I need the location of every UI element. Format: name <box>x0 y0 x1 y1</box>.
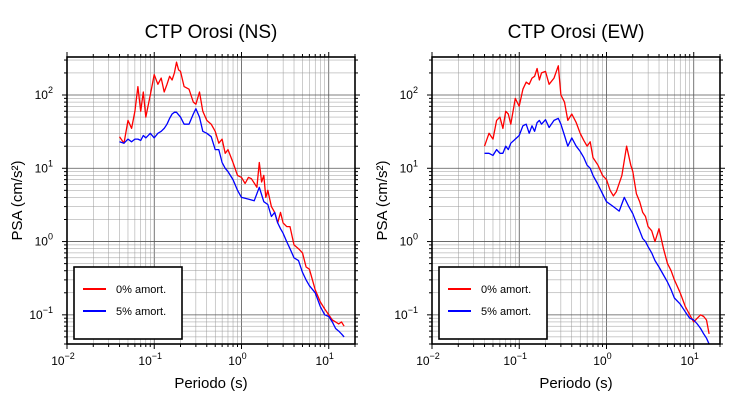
x-axis-label: Periodo (s) <box>539 375 612 392</box>
legend-label: 0% amort. <box>116 284 166 296</box>
y-tick-label: 102 <box>35 85 53 102</box>
legend-box <box>73 266 183 340</box>
x-tick-label: 100 <box>593 351 611 368</box>
y-tick-label: 102 <box>400 85 418 102</box>
series-line-damping-0 <box>118 61 345 327</box>
x-tick-label: 10−1 <box>503 351 527 368</box>
plot-frame <box>431 56 721 345</box>
grid <box>431 57 721 345</box>
y-tick-label: 10−1 <box>394 305 418 322</box>
legend-label: 0% amort. <box>481 284 531 296</box>
x-tick-label: 101 <box>316 351 334 368</box>
y-tick-label: 101 <box>400 158 418 175</box>
y-tick-label: 100 <box>400 232 418 249</box>
y-tick-label: 10−1 <box>29 305 53 322</box>
x-tick-label: 100 <box>228 351 246 368</box>
x-tick-label: 10−2 <box>51 351 75 368</box>
legend-box <box>438 266 548 340</box>
x-tick-label: 101 <box>681 351 699 368</box>
chart-title: CTP Orosi (EW) <box>508 22 645 43</box>
plot-frame <box>66 56 356 345</box>
legend: 0% amort. 5% amort. <box>438 266 548 340</box>
series-line-damping-0 <box>483 65 710 335</box>
chart-title: CTP Orosi (NS) <box>145 22 278 43</box>
y-tick-label: 100 <box>35 232 53 249</box>
y-axis-label: PSA (cm/s²) <box>9 160 26 240</box>
legend-label: 5% amort. <box>116 306 166 318</box>
x-tick-label: 10−1 <box>138 351 162 368</box>
legend-label: 5% amort. <box>481 306 531 318</box>
series-line-damping-5 <box>119 108 345 338</box>
y-axis-label: PSA (cm/s²) <box>374 160 391 240</box>
chart-panel-ew: 10−2 10−1 100 101 10−1 100 101 102 CTP Orosi (EW… <box>374 22 725 392</box>
chart-panel-ns: 10−2 10−1 100 101 10−1 100 101 102 CTP Orosi (NS… <box>9 22 360 392</box>
legend: 0% amort. 5% amort. <box>73 266 183 340</box>
y-tick-label: 101 <box>35 158 53 175</box>
x-tick-label: 10−2 <box>416 351 440 368</box>
series-line-damping-5 <box>484 117 710 345</box>
x-axis-label: Periodo (s) <box>174 375 247 392</box>
